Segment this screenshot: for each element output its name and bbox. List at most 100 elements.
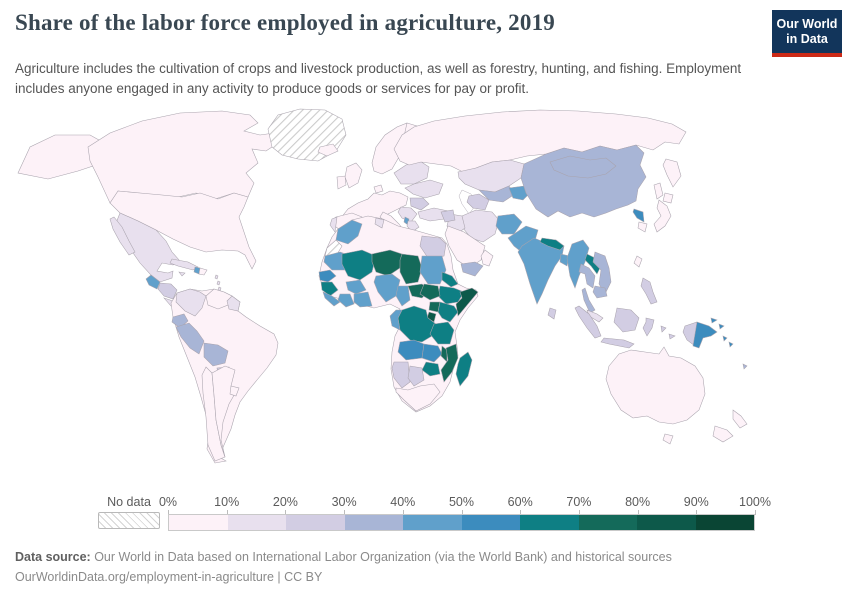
- legend-segment[interactable]: [578, 515, 637, 530]
- country-iran[interactable]: [461, 209, 500, 243]
- country-zimbabwe[interactable]: [421, 361, 441, 377]
- country-south-korea[interactable]: [637, 221, 648, 233]
- country-greenland[interactable]: [267, 108, 347, 162]
- country-new-zealand-south[interactable]: [712, 425, 734, 443]
- country-sri-lanka[interactable]: [547, 307, 557, 320]
- country-nepal[interactable]: [539, 237, 565, 251]
- country-taiwan[interactable]: [633, 255, 643, 268]
- country-sierra-leone-liberia[interactable]: [322, 291, 341, 307]
- country-jamaica[interactable]: [178, 271, 186, 277]
- country-japan-hokkaido[interactable]: [662, 192, 674, 204]
- country-somalia[interactable]: [455, 287, 479, 317]
- country-congo-gabon[interactable]: [389, 309, 403, 331]
- country-kazakhstan[interactable]: [457, 159, 525, 193]
- country-south-africa[interactable]: [395, 383, 441, 412]
- country-sudan[interactable]: [419, 255, 447, 285]
- owid-logo[interactable]: Our World in Data: [772, 10, 842, 57]
- legend-segment[interactable]: [286, 515, 345, 530]
- country-ivory-coast[interactable]: [337, 293, 355, 308]
- legend-segment[interactable]: [169, 515, 228, 530]
- country-cambodia[interactable]: [592, 285, 608, 299]
- country-dominican-republic[interactable]: [198, 267, 208, 276]
- country-bangladesh[interactable]: [559, 253, 570, 267]
- country-peru[interactable]: [175, 322, 205, 355]
- country-new-zealand-north[interactable]: [732, 409, 748, 429]
- legend-segment[interactable]: [637, 515, 696, 530]
- country-zambia[interactable]: [421, 343, 443, 363]
- country-indonesia-sumatra[interactable]: [574, 305, 602, 339]
- country-tanzania[interactable]: [429, 321, 455, 345]
- legend-segment[interactable]: [227, 515, 286, 530]
- country-png-islands[interactable]: [710, 317, 725, 330]
- country-cameroon[interactable]: [395, 285, 411, 307]
- country-indonesia-java[interactable]: [600, 337, 635, 349]
- country-japan[interactable]: [653, 199, 672, 233]
- country-niger[interactable]: [371, 249, 403, 277]
- legend-segment[interactable]: [344, 515, 403, 530]
- country-papua-new-guinea[interactable]: [692, 321, 718, 349]
- country-colombia[interactable]: [175, 288, 207, 317]
- country-ukraine[interactable]: [404, 179, 444, 199]
- country-uk[interactable]: [344, 162, 363, 189]
- country-australia[interactable]: [605, 346, 706, 425]
- country-tunisia[interactable]: [374, 217, 385, 229]
- country-australia-tasmania[interactable]: [662, 433, 674, 445]
- country-guatemala[interactable]: [145, 274, 161, 290]
- country-fiji[interactable]: [742, 363, 748, 370]
- legend-segment[interactable]: [695, 515, 754, 530]
- country-ireland[interactable]: [336, 175, 347, 190]
- country-uruguay[interactable]: [229, 385, 240, 397]
- country-western-sahara[interactable]: [324, 239, 343, 257]
- country-myanmar[interactable]: [566, 239, 590, 289]
- country-philippines[interactable]: [640, 277, 658, 305]
- legend-no-data-swatch[interactable]: [98, 512, 160, 529]
- country-russia-sakhalin[interactable]: [653, 182, 664, 200]
- country-kenya[interactable]: [437, 301, 459, 323]
- country-indonesia-borneo[interactable]: [613, 307, 640, 333]
- legend-no-data[interactable]: No data: [98, 495, 160, 529]
- legend-segment[interactable]: [520, 515, 579, 530]
- country-mexico-baja[interactable]: [109, 216, 136, 256]
- country-romania[interactable]: [409, 197, 430, 211]
- country-turkmenistan[interactable]: [466, 193, 490, 211]
- legend-segment[interactable]: [461, 515, 520, 530]
- country-honduras-nicaragua[interactable]: [157, 282, 178, 300]
- country-yemen[interactable]: [460, 261, 484, 277]
- country-usa[interactable]: [109, 190, 257, 270]
- footer-link-text[interactable]: OurWorldinData.org/employment-in-agricul…: [15, 570, 323, 584]
- country-canada[interactable]: [87, 110, 279, 204]
- country-nigeria[interactable]: [373, 273, 401, 303]
- country-ghana-togo-benin[interactable]: [353, 291, 373, 308]
- country-senegal[interactable]: [318, 269, 337, 283]
- country-solomon-islands[interactable]: [722, 335, 734, 348]
- legend-segment[interactable]: [403, 515, 462, 530]
- country-thailand[interactable]: [578, 263, 596, 289]
- country-iceland[interactable]: [317, 143, 339, 157]
- country-russia-kamchatka[interactable]: [662, 158, 682, 188]
- country-china[interactable]: [520, 144, 647, 218]
- country-guinea[interactable]: [320, 281, 339, 297]
- country-botswana[interactable]: [407, 365, 425, 387]
- country-south-sudan[interactable]: [419, 283, 441, 301]
- country-eritrea[interactable]: [441, 271, 459, 288]
- country-syria[interactable]: [440, 209, 456, 223]
- country-indonesia-moluccas[interactable]: [660, 325, 676, 340]
- country-madagascar[interactable]: [455, 351, 473, 387]
- country-mozambique[interactable]: [440, 343, 459, 383]
- country-indonesia-sulawesi[interactable]: [642, 317, 655, 337]
- country-guyana-suriname[interactable]: [226, 295, 241, 312]
- country-mongolia[interactable]: [549, 155, 617, 179]
- country-bolivia[interactable]: [203, 342, 229, 367]
- country-lesser-antilles[interactable]: [214, 274, 222, 292]
- footer-link-line[interactable]: OurWorldinData.org/employment-in-agricul…: [15, 567, 672, 587]
- country-oman[interactable]: [480, 249, 494, 267]
- country-egypt[interactable]: [419, 235, 447, 259]
- country-chad[interactable]: [399, 253, 423, 285]
- country-portugal[interactable]: [329, 216, 338, 233]
- country-denmark[interactable]: [373, 184, 384, 194]
- country-north-korea[interactable]: [632, 208, 645, 223]
- country-mali[interactable]: [341, 249, 377, 281]
- country-namibia[interactable]: [391, 361, 411, 389]
- country-burkina-faso[interactable]: [345, 279, 367, 295]
- country-cuba[interactable]: [169, 258, 199, 271]
